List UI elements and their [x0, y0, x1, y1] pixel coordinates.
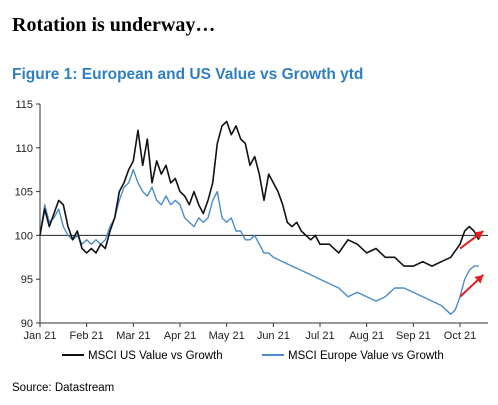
- legend-item-europe: MSCI Europe Value vs Growth: [262, 350, 444, 362]
- series-layer: [39, 120, 480, 315]
- y-tick-label: 105: [15, 187, 33, 199]
- x-tick-label: Feb 21: [70, 330, 104, 342]
- y-tick-label: 100: [15, 230, 33, 242]
- chart-legend: MSCI US Value vs Growth MSCI Europe Value…: [62, 350, 444, 362]
- y-tick-label: 95: [21, 274, 33, 286]
- annotation-layer: [459, 230, 485, 298]
- x-tick-label: Jan 21: [23, 330, 56, 342]
- y-tick-label: 90: [21, 318, 33, 330]
- x-tick-label: Aug 21: [349, 330, 384, 342]
- y-tick-label: 115: [15, 99, 33, 111]
- legend-label: MSCI Europe Value vs Growth: [288, 350, 444, 362]
- annotation-arrow-1: [459, 230, 484, 250]
- headline: Rotation is underway…: [12, 14, 216, 36]
- x-tick-label: Jul 21: [305, 330, 334, 342]
- chart-axes: 90 95 100 105 110 115 Jan 21 Feb 21 Mar 21 Apr 21…: [15, 99, 488, 342]
- legend-item-us: MSCI US Value vs Growth: [62, 350, 223, 362]
- legend-label: MSCI US Value vs Growth: [88, 350, 223, 362]
- annotation-arrow-2: [459, 274, 485, 298]
- x-tick-label: Sep 21: [396, 330, 431, 342]
- x-tick-label: Oct 21: [444, 330, 476, 342]
- us-value-growth-line: [39, 120, 480, 267]
- x-tick-label: May 21: [209, 330, 245, 342]
- y-tick-label: 110: [15, 143, 33, 155]
- x-tick-label: Apr 21: [164, 330, 196, 342]
- x-tick-label: Mar 21: [116, 330, 150, 342]
- chart-title: Figure 1: European and US Value vs Growt…: [12, 66, 364, 83]
- europe-value-growth-line: [39, 168, 479, 315]
- x-tick-label: Jun 21: [257, 330, 290, 342]
- source-note: Source: Datastream: [12, 382, 115, 394]
